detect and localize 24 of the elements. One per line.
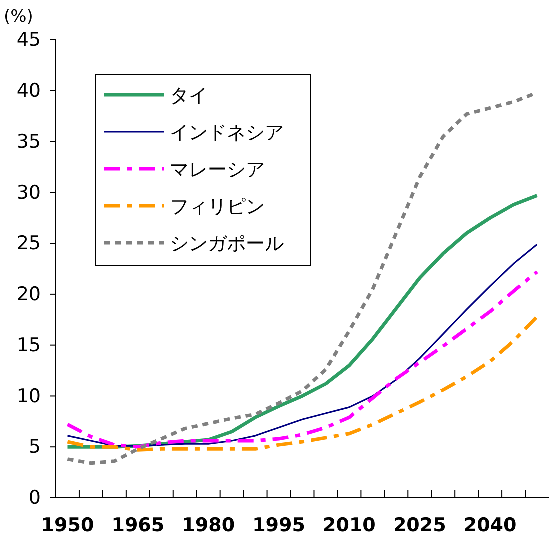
y-tick-label: 25 bbox=[16, 232, 41, 255]
legend-label: タイ bbox=[170, 85, 208, 107]
y-tick-label: 45 bbox=[16, 29, 41, 52]
legend-label: フィリピン bbox=[170, 196, 265, 218]
y-tick-label: 15 bbox=[16, 334, 41, 356]
x-tick-label: 1950 bbox=[41, 514, 94, 536]
line-series bbox=[66, 315, 540, 452]
y-tick-label: 5 bbox=[28, 436, 41, 458]
y-tick-label: 40 bbox=[16, 80, 41, 102]
y-tick-label: 0 bbox=[28, 487, 41, 510]
legend-label: シンガポール bbox=[170, 233, 284, 255]
x-tick-label: 1980 bbox=[182, 514, 236, 536]
y-axis-title: (%) bbox=[4, 7, 34, 27]
x-tick-label: 2025 bbox=[393, 514, 446, 536]
legend-label: マレーシア bbox=[170, 159, 265, 181]
legend-label: インドネシア bbox=[170, 122, 284, 144]
y-tick-label: 35 bbox=[16, 130, 41, 153]
y-tick-label: 10 bbox=[16, 385, 41, 408]
x-tick-label: 2040 bbox=[464, 514, 517, 536]
x-tick-label: 2010 bbox=[323, 514, 376, 536]
x-tick-label: 1965 bbox=[112, 514, 165, 536]
y-tick-label: 30 bbox=[16, 182, 41, 204]
x-tick-label: 1995 bbox=[252, 514, 306, 536]
y-tick-label: 20 bbox=[16, 284, 41, 306]
